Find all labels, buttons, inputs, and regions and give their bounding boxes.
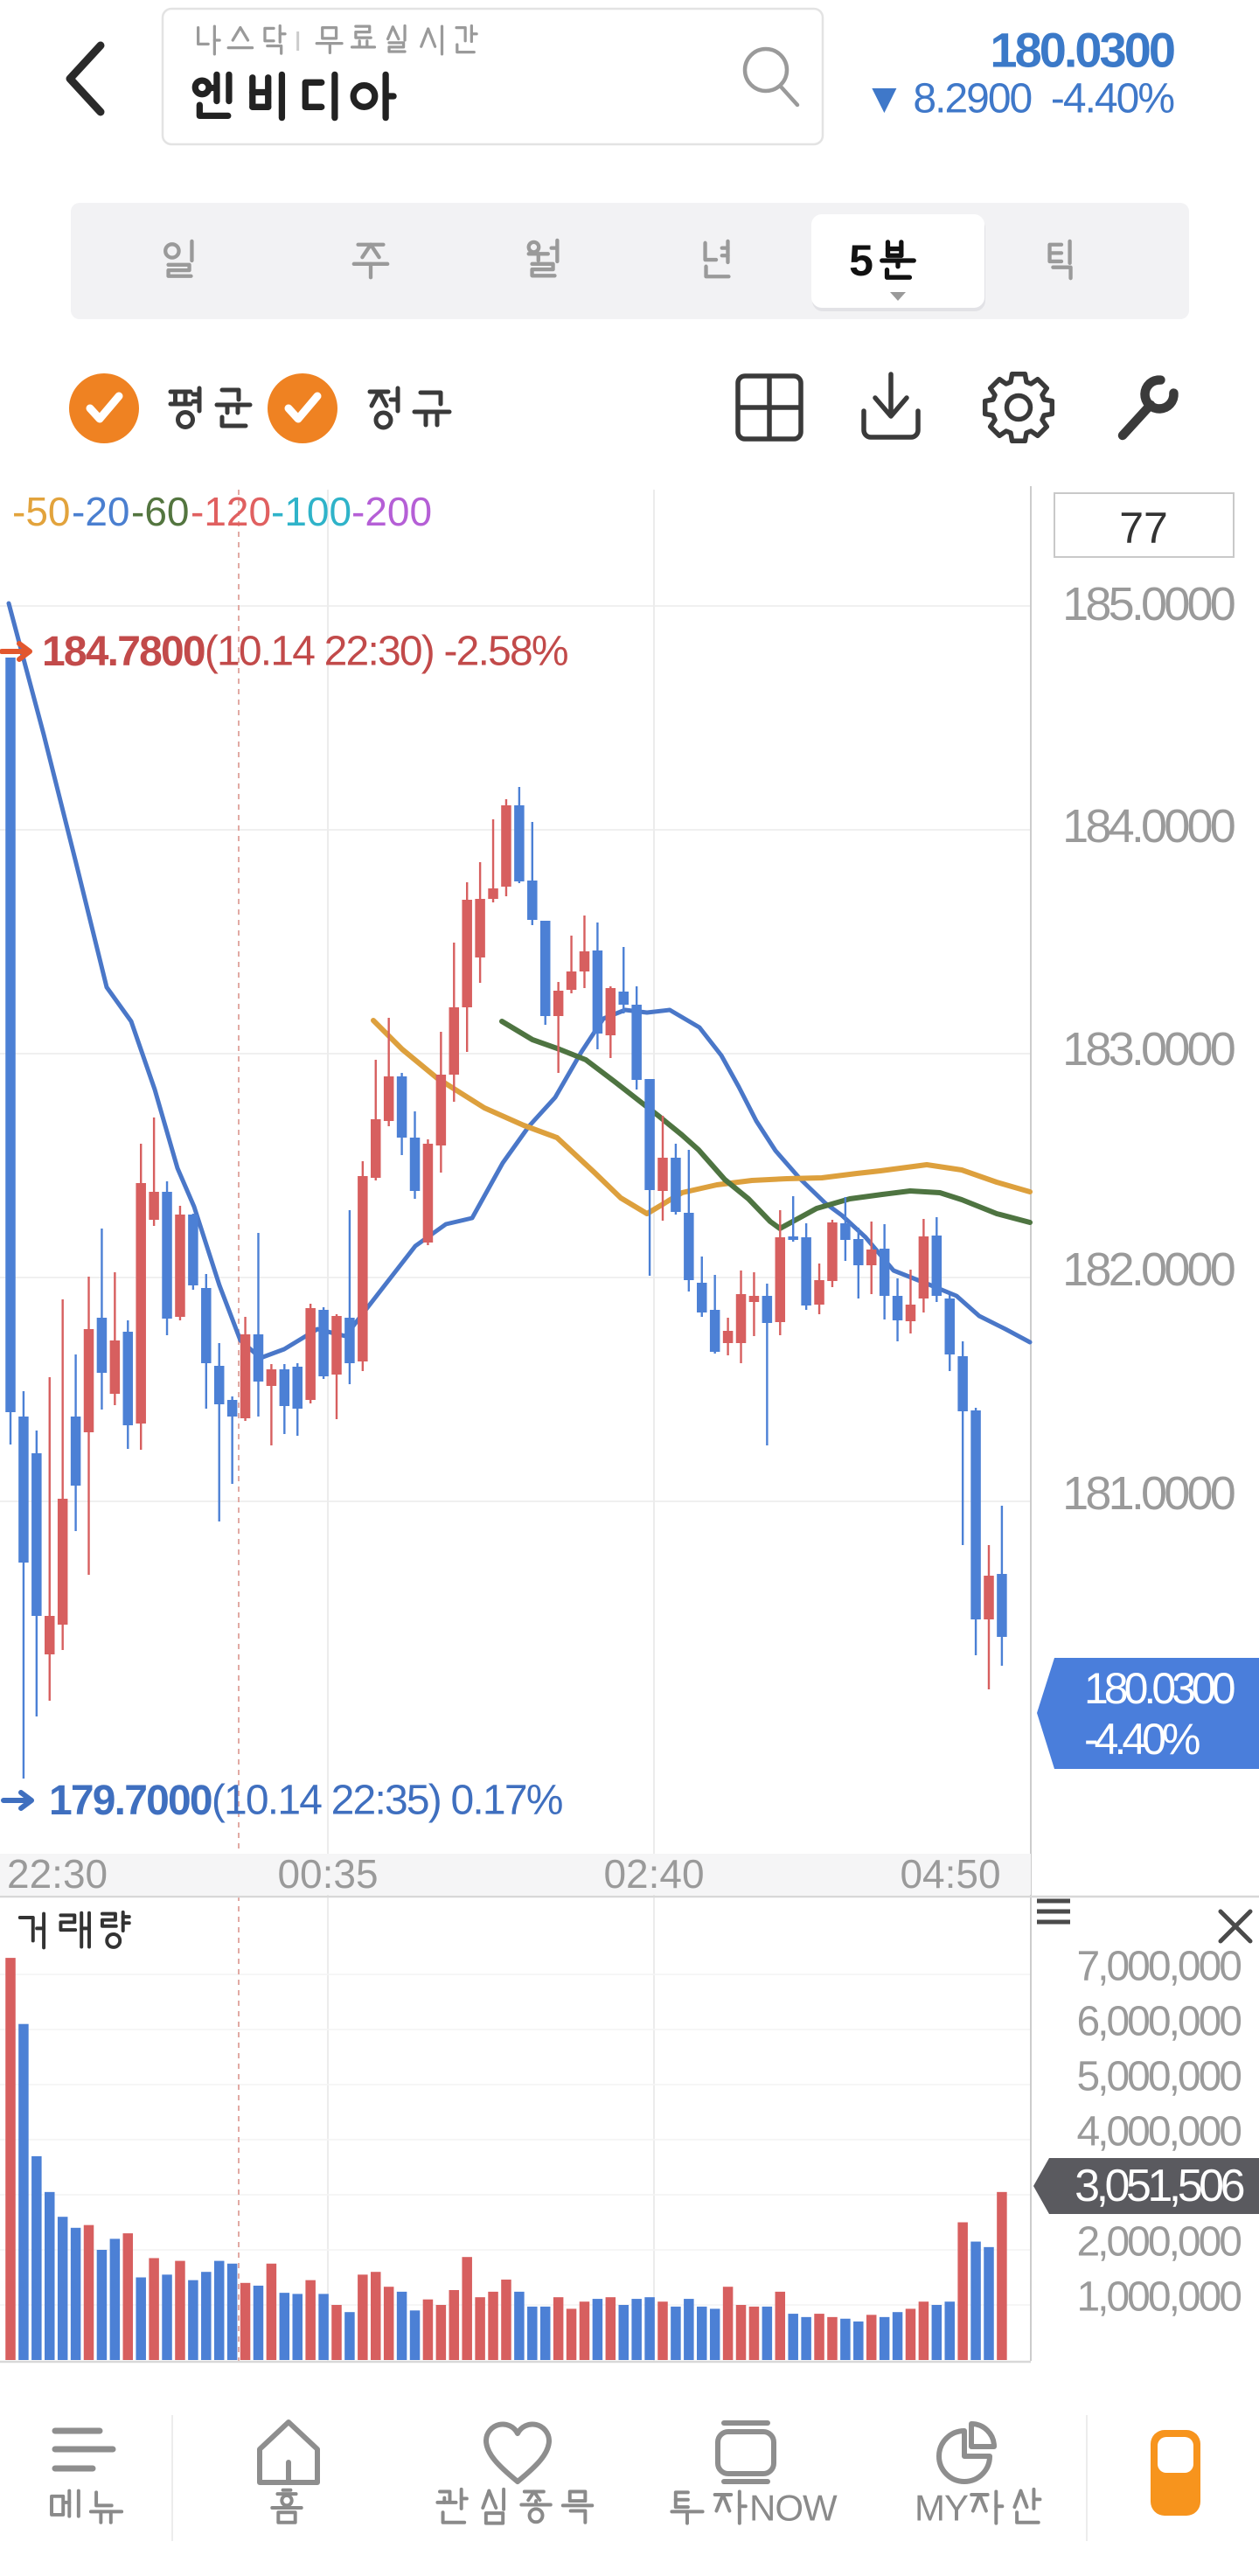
svg-text:183.0000: 183.0000 xyxy=(1062,1023,1235,1076)
svg-text:180.0300: 180.0300 xyxy=(1084,1664,1235,1713)
svg-text:4,000,000: 4,000,000 xyxy=(1076,2109,1241,2155)
svg-text:MY: MY xyxy=(915,2488,969,2529)
svg-text:7,000,000: 7,000,000 xyxy=(1076,1944,1241,1990)
svg-text:-50: -50 xyxy=(12,489,70,534)
svg-text:182.0000: 182.0000 xyxy=(1062,1243,1235,1296)
svg-text:-60: -60 xyxy=(131,489,189,534)
svg-text:181.0000: 181.0000 xyxy=(1062,1467,1235,1520)
svg-text:185.0000: 185.0000 xyxy=(1062,578,1235,630)
svg-text:180.0300: 180.0300 xyxy=(990,23,1173,78)
svg-text:184.0000: 184.0000 xyxy=(1062,800,1235,853)
svg-text:77: 77 xyxy=(1119,504,1168,553)
svg-text:5: 5 xyxy=(849,236,873,285)
svg-text:-200: -200 xyxy=(351,489,432,534)
svg-text:2,000,000: 2,000,000 xyxy=(1076,2219,1241,2266)
svg-text:-120: -120 xyxy=(191,489,271,534)
svg-text:6,000,000: 6,000,000 xyxy=(1076,1999,1241,2045)
svg-text:5,000,000: 5,000,000 xyxy=(1076,2054,1241,2100)
svg-text:NOW: NOW xyxy=(749,2488,838,2529)
svg-text:04:50: 04:50 xyxy=(900,1851,1000,1897)
svg-text:184.7800(10.14 22:30) -2.58%: 184.7800(10.14 22:30) -2.58% xyxy=(42,629,567,675)
svg-text:-100: -100 xyxy=(271,489,351,534)
svg-text:▼ 8.2900 -4.40%: ▼ 8.2900 -4.40% xyxy=(864,76,1174,122)
svg-text:-20: -20 xyxy=(72,489,129,534)
svg-text:3,051,506: 3,051,506 xyxy=(1075,2161,1243,2211)
svg-text:1,000,000: 1,000,000 xyxy=(1076,2274,1241,2321)
svg-text:22:30: 22:30 xyxy=(7,1851,108,1897)
svg-text:02:40: 02:40 xyxy=(603,1851,704,1897)
svg-text:-4.40%: -4.40% xyxy=(1084,1715,1200,1764)
svg-text:179.7000(10.14 22:35) 0.17%: 179.7000(10.14 22:35) 0.17% xyxy=(49,1778,562,1824)
svg-text:00:35: 00:35 xyxy=(277,1851,378,1897)
